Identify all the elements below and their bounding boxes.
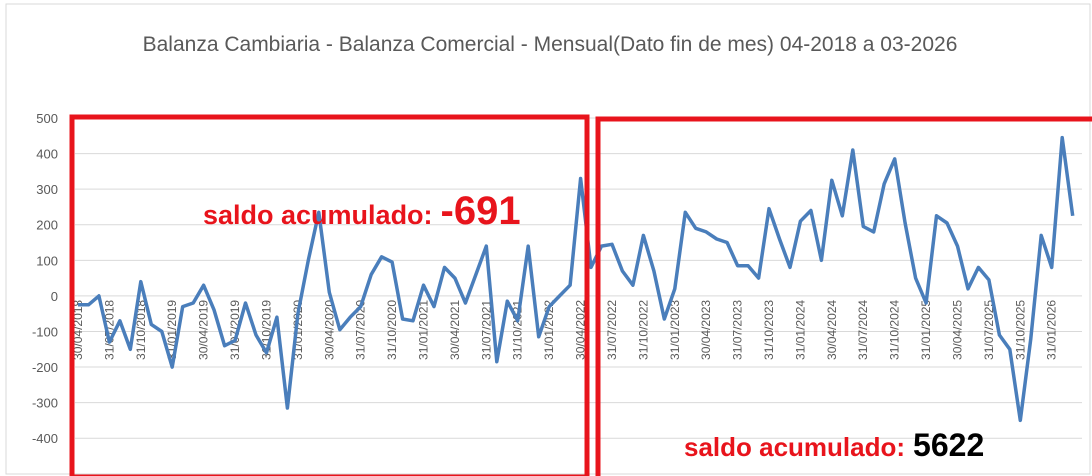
x-tick-label: 31/10/2020 <box>385 300 399 360</box>
data-line <box>78 135 1075 423</box>
annotation-label: saldo acumulado: <box>684 432 905 462</box>
chart-border <box>5 3 1091 475</box>
y-tick-label: -300 <box>32 396 58 411</box>
x-tick-label: 31/01/2026 <box>1045 300 1059 360</box>
x-tick-label: 31/07/2024 <box>856 300 870 360</box>
y-tick-label: 0 <box>51 289 58 304</box>
x-tick-label: 30/04/2020 <box>322 300 336 360</box>
annotation-value: -691 <box>441 189 521 233</box>
x-tick-label: 30/04/2021 <box>448 300 462 360</box>
annotation: saldo acumulado: -691 <box>203 189 521 233</box>
annotation-value: 5622 <box>913 427 984 463</box>
x-tick-label: 31/07/2023 <box>731 300 745 360</box>
highlight-box <box>69 114 590 476</box>
x-tick-label: 31/07/2019 <box>228 300 242 360</box>
x-tick-label: 30/04/2022 <box>574 300 588 360</box>
y-tick-label: 100 <box>36 253 58 268</box>
y-tick-label: -100 <box>32 324 58 339</box>
y-tick-label: 400 <box>36 147 58 162</box>
highlight-box <box>595 116 1092 476</box>
x-tick-label: 31/10/2025 <box>1013 300 1027 360</box>
x-tick-label: 30/04/2025 <box>950 300 964 360</box>
x-tick-label: 31/01/2025 <box>919 300 933 360</box>
y-tick-label: 200 <box>36 218 58 233</box>
x-tick-label: 31/01/2021 <box>417 300 431 360</box>
x-tick-label: 31/10/2023 <box>762 300 776 360</box>
x-tick-label: 31/07/2020 <box>354 300 368 360</box>
chart-title: Balanza Cambiaria - Balanza Comercial - … <box>142 33 958 56</box>
x-tick-label: 31/07/2022 <box>605 300 619 360</box>
x-tick-label: 30/04/2024 <box>825 300 839 360</box>
annotation: saldo acumulado: 5622 <box>684 427 984 463</box>
y-tick-label: 500 <box>36 111 58 126</box>
annotation-label: saldo acumulado: <box>203 200 433 230</box>
x-tick-label: 31/07/2021 <box>479 300 493 360</box>
y-tick-label: 300 <box>36 182 58 197</box>
x-tick-label: 31/10/2024 <box>888 300 902 360</box>
y-tick-label: -200 <box>32 360 58 375</box>
x-tick-label: 31/10/2022 <box>636 300 650 360</box>
x-tick-label: 31/01/2023 <box>668 300 682 360</box>
y-tick-label: -400 <box>32 431 58 446</box>
x-tick-label: 31/07/2018 <box>102 300 116 360</box>
x-tick-label: 30/04/2019 <box>197 300 211 360</box>
x-tick-label: 31/01/2024 <box>793 300 807 360</box>
x-tick-label: 30/04/2023 <box>699 300 713 360</box>
x-tick-label: 31/07/2025 <box>982 300 996 360</box>
